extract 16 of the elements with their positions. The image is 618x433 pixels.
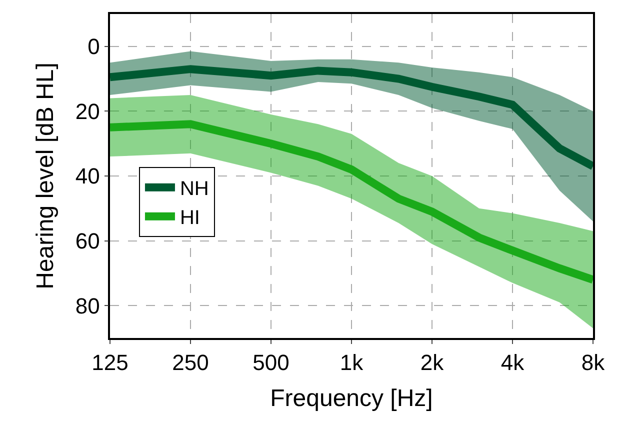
x-tick-label: 1k: [340, 350, 364, 376]
x-axis-title: Frequency [Hz]: [270, 384, 433, 412]
legend-label: HI: [180, 207, 200, 230]
y-tick-label: 80: [75, 293, 100, 318]
x-tick-label: 500: [252, 350, 290, 376]
x-tick-label: 4k: [500, 350, 526, 376]
x-tick-label: 8k: [581, 350, 606, 376]
y-tick-label: 40: [75, 164, 100, 189]
x-tick-label: 250: [172, 350, 209, 376]
legend-label: NH: [180, 178, 209, 200]
x-tick-label: 125: [92, 350, 128, 376]
y-tick-label: 0: [88, 34, 100, 60]
y-tick-label: 20: [75, 98, 100, 124]
y-tick-label: 60: [75, 228, 100, 254]
x-tick-label: 2k: [420, 350, 445, 376]
y-axis-title: Hearing level [dB HL]: [32, 62, 59, 290]
